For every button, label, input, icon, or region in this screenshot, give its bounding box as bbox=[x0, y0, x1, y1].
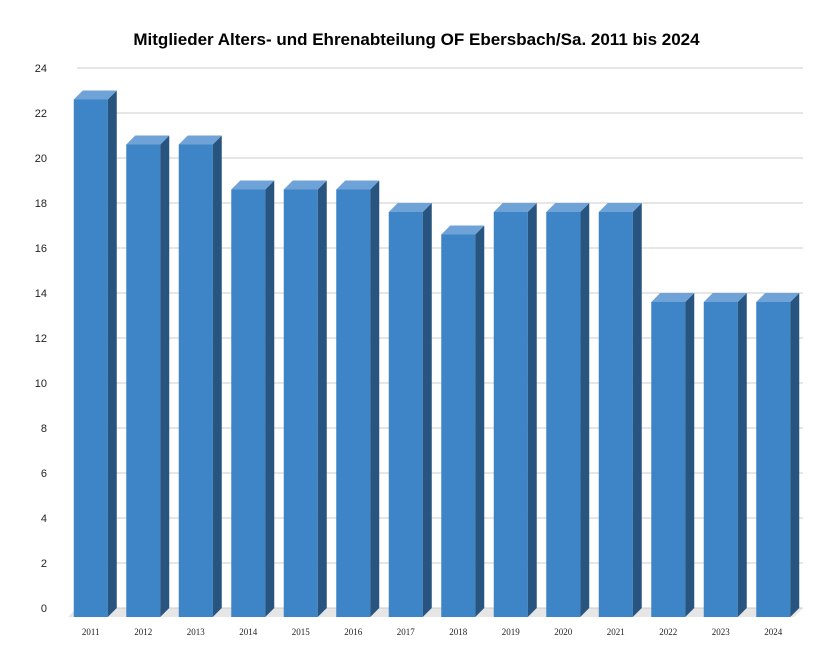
bar-top bbox=[756, 293, 800, 302]
bar-front bbox=[441, 234, 476, 617]
bar-front bbox=[493, 212, 528, 617]
bar-top bbox=[388, 203, 432, 212]
bar bbox=[651, 293, 695, 617]
y-tick-label: 16 bbox=[35, 243, 47, 255]
bar-front bbox=[283, 189, 318, 617]
x-tick-label: 2013 bbox=[187, 627, 206, 637]
bar-front bbox=[546, 212, 581, 617]
bar bbox=[546, 203, 590, 617]
bar-side bbox=[790, 293, 800, 617]
x-tick-label: 2012 bbox=[134, 627, 152, 637]
x-tick-label: 2020 bbox=[554, 627, 573, 637]
bar bbox=[598, 203, 642, 617]
bar bbox=[756, 293, 800, 617]
bar-front bbox=[598, 212, 633, 617]
bar-side bbox=[370, 180, 380, 617]
bar-side bbox=[527, 203, 537, 617]
y-tick-label: 4 bbox=[41, 513, 47, 525]
bar-side bbox=[212, 135, 222, 617]
bar-side bbox=[107, 90, 117, 617]
bar-top bbox=[336, 180, 380, 190]
x-tick-label: 2015 bbox=[292, 627, 311, 637]
bar-side bbox=[632, 203, 642, 617]
bar-side bbox=[737, 293, 747, 617]
bar-front bbox=[336, 189, 371, 617]
y-tick-label: 18 bbox=[35, 198, 47, 210]
bar bbox=[178, 135, 222, 617]
x-tick-label: 2022 bbox=[659, 627, 677, 637]
bar-top bbox=[493, 203, 537, 212]
x-tick-label: 2016 bbox=[344, 627, 363, 637]
bar-side bbox=[475, 225, 485, 617]
bar-side bbox=[317, 180, 327, 617]
bars bbox=[73, 90, 800, 617]
bar-top bbox=[598, 203, 642, 212]
x-tick-label: 2014 bbox=[239, 627, 258, 637]
bar-top bbox=[178, 135, 222, 145]
bar-top bbox=[126, 135, 170, 145]
bar-side bbox=[422, 203, 432, 617]
y-tick-label: 20 bbox=[35, 153, 47, 165]
bar-front bbox=[126, 144, 161, 617]
bar-top bbox=[283, 180, 327, 190]
bar-front bbox=[703, 302, 738, 617]
bar bbox=[441, 225, 485, 617]
y-tick-label: 10 bbox=[35, 378, 47, 390]
bar-top bbox=[73, 90, 117, 100]
bar-front bbox=[651, 302, 686, 617]
x-tick-label: 2023 bbox=[712, 627, 731, 637]
y-tick-label: 8 bbox=[41, 423, 47, 435]
y-tick-label: 14 bbox=[35, 288, 47, 300]
bar-front bbox=[231, 189, 266, 617]
bar bbox=[126, 135, 170, 617]
bar-top bbox=[651, 293, 695, 302]
x-tick-label: 2017 bbox=[397, 627, 416, 637]
bar-front bbox=[388, 212, 423, 617]
bar bbox=[231, 180, 275, 617]
x-tick-label: 2021 bbox=[607, 627, 625, 637]
bar-side bbox=[685, 293, 695, 617]
bar bbox=[73, 90, 117, 617]
bar-top bbox=[441, 225, 485, 235]
bar-top bbox=[231, 180, 275, 190]
x-tick-label: 2011 bbox=[82, 627, 100, 637]
bar-front bbox=[178, 144, 213, 617]
bar bbox=[283, 180, 327, 617]
bar-top bbox=[546, 203, 590, 212]
bar-side bbox=[160, 135, 170, 617]
y-tick-label: 12 bbox=[35, 333, 47, 345]
bar bbox=[388, 203, 432, 617]
bar bbox=[336, 180, 380, 617]
x-tick-label: 2019 bbox=[502, 627, 521, 637]
y-tick-label: 0 bbox=[41, 603, 47, 615]
bar-front bbox=[73, 99, 108, 617]
chart-title: Mitglieder Alters- und Ehrenabteilung OF… bbox=[133, 30, 700, 49]
y-tick-label: 24 bbox=[35, 63, 47, 75]
bar-front bbox=[756, 302, 791, 617]
x-axis-ticks: 2011 2012 2013 2014 2015 2016 2017 2018 2019 2020… bbox=[82, 627, 783, 637]
y-tick-label: 22 bbox=[35, 108, 47, 120]
bar-side bbox=[265, 180, 275, 617]
bar-side bbox=[580, 203, 590, 617]
bar bbox=[493, 203, 537, 617]
y-tick-label: 2 bbox=[41, 558, 47, 570]
bar-top bbox=[703, 293, 747, 302]
y-tick-label: 6 bbox=[41, 468, 47, 480]
bar bbox=[703, 293, 747, 617]
x-tick-label: 2018 bbox=[449, 627, 468, 637]
x-tick-label: 2024 bbox=[764, 627, 783, 637]
